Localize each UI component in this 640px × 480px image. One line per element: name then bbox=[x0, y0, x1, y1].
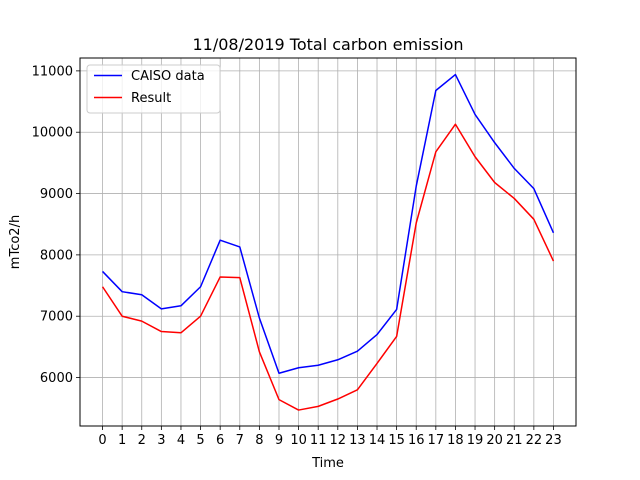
y-tick-label: 10000 bbox=[32, 126, 73, 141]
x-tick-label: 12 bbox=[330, 433, 347, 448]
x-tick-label: 11 bbox=[310, 433, 327, 448]
y-tick-label: 6000 bbox=[40, 371, 73, 386]
x-tick-label: 8 bbox=[255, 433, 263, 448]
series-lines bbox=[101, 73, 555, 411]
x-tick-label: 7 bbox=[236, 433, 244, 448]
grid bbox=[80, 58, 576, 426]
x-tick-label: 4 bbox=[177, 433, 185, 448]
series-line-caiso-data bbox=[102, 73, 555, 374]
x-tick-label: 23 bbox=[545, 433, 562, 448]
legend: CAISO data Result bbox=[86, 64, 221, 114]
y-tick-label: 8000 bbox=[40, 248, 73, 263]
x-tick-label: 15 bbox=[388, 433, 405, 448]
x-tick-label: 10 bbox=[290, 433, 307, 448]
legend-label-result: Result bbox=[131, 91, 171, 106]
x-tick-label: 0 bbox=[98, 433, 106, 448]
x-tick-label: 17 bbox=[428, 433, 445, 448]
axis-ticks: 0 1 2 3 4 5 6 7 8 9 10 11 12 13 14 15 16 17 18 19 20 21 22 2360… bbox=[32, 64, 562, 448]
chart-title: 11/08/2019 Total carbon emission bbox=[192, 35, 463, 54]
x-tick-label: 6 bbox=[216, 433, 224, 448]
x-tick-label: 20 bbox=[486, 433, 503, 448]
x-tick-label: 18 bbox=[447, 433, 464, 448]
x-tick-label: 1 bbox=[118, 433, 126, 448]
x-axis-title: Time bbox=[311, 456, 344, 471]
x-tick-label: 21 bbox=[506, 433, 523, 448]
x-tick-label: 13 bbox=[349, 433, 366, 448]
x-tick-label: 2 bbox=[138, 433, 146, 448]
x-tick-label: 5 bbox=[196, 433, 204, 448]
y-tick-label: 9000 bbox=[40, 187, 73, 202]
x-tick-label: 14 bbox=[369, 433, 386, 448]
plot-frame bbox=[79, 57, 577, 427]
x-tick-label: 16 bbox=[408, 433, 425, 448]
y-axis-title: mTco2/h bbox=[8, 215, 23, 269]
y-tick-label: 7000 bbox=[40, 310, 73, 325]
x-tick-label: 3 bbox=[157, 433, 165, 448]
x-tick-label: 9 bbox=[275, 433, 283, 448]
y-tick-label: 11000 bbox=[32, 64, 73, 79]
x-tick-label: 19 bbox=[467, 433, 484, 448]
legend-label-caiso: CAISO data bbox=[131, 69, 205, 84]
series-line-result bbox=[101, 123, 555, 411]
x-tick-label: 22 bbox=[526, 433, 543, 448]
legend-box bbox=[86, 64, 221, 114]
